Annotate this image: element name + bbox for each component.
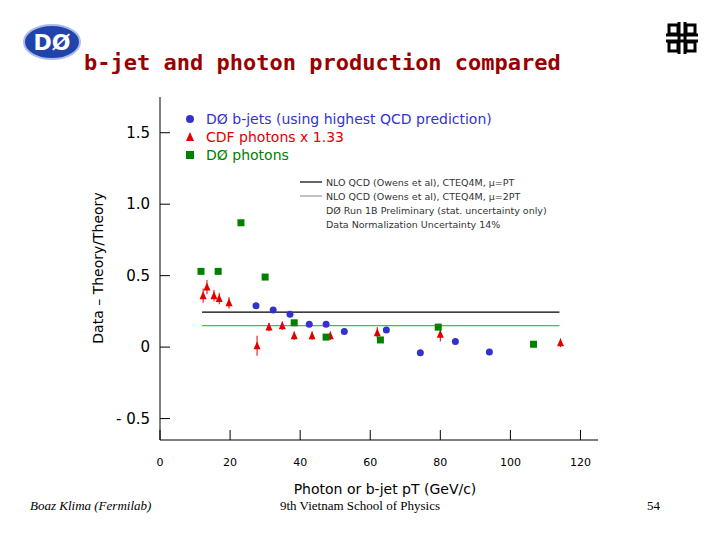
data-point <box>279 321 286 329</box>
logo-shape <box>24 25 80 59</box>
reference-line <box>202 311 559 312</box>
data-point <box>291 319 298 326</box>
data-point <box>437 330 444 338</box>
x-tick <box>440 430 441 440</box>
data-point <box>200 291 207 299</box>
d0-logo: DØ <box>24 25 80 59</box>
data-point <box>557 338 564 346</box>
x-tick-label: 120 <box>570 456 591 469</box>
data-point <box>253 302 260 309</box>
annotation: NLO QCD (Owens et al), CTEQ4M, μ=2PT <box>326 191 521 202</box>
fermilab-logo <box>666 22 698 54</box>
legend-marker <box>186 132 194 141</box>
footer-author: Boaz Klima (Fermilab) <box>30 498 151 513</box>
data-point <box>374 328 381 336</box>
x-tick-label: 100 <box>500 456 521 469</box>
x-tick-label: 60 <box>363 456 377 469</box>
x-tick <box>370 430 371 440</box>
x-tick <box>510 430 511 440</box>
legend-marker <box>186 115 194 123</box>
x-tick <box>230 430 231 440</box>
data-point <box>286 311 293 318</box>
x-tick-label: 20 <box>223 456 237 469</box>
footer-event: 9th Vietnam School of Physics <box>280 498 440 513</box>
data-point <box>210 291 217 299</box>
y-tick <box>160 132 170 133</box>
y-tick <box>160 347 170 348</box>
y-tick <box>160 418 170 419</box>
data-point <box>262 274 269 281</box>
data-point <box>383 326 390 333</box>
slide-title: b-jet and photon production compared <box>84 50 561 75</box>
y-tick-label: 1.0 <box>126 195 150 213</box>
data-point <box>323 334 330 341</box>
x-tick <box>160 430 161 440</box>
annotation: NLO QCD (Owens et al), CTEQ4M, μ=PT <box>326 177 515 188</box>
x-tick <box>300 430 301 440</box>
data-point <box>265 323 272 331</box>
legend-label: CDF photons x 1.33 <box>206 129 344 145</box>
data-point <box>203 283 210 291</box>
annotations: NLO QCD (Owens et al), CTEQ4M, μ=PT NLO Q… <box>300 177 547 230</box>
x-axis <box>160 440 598 441</box>
data-point <box>215 268 222 275</box>
logo-text: DØ <box>34 30 71 55</box>
y-tick-label: 0.5 <box>126 267 150 285</box>
x-tick-label: 40 <box>293 456 307 469</box>
y-axis <box>160 97 161 440</box>
page-number: 54 <box>647 498 661 513</box>
y-axis-label: Data – Theory/Theory <box>90 192 106 343</box>
slide: DØ b-jet and photon production compared Bo… <box>0 0 720 540</box>
data-point <box>417 349 424 356</box>
y-tick-label: 0 <box>140 338 150 356</box>
data-point <box>323 321 330 328</box>
annotation: DØ Run 1B Preliminary (stat. uncertainty… <box>326 205 547 216</box>
data-point <box>435 324 442 331</box>
fermilab-icon <box>666 22 698 54</box>
series <box>200 280 564 356</box>
y-tick-label: - 0.5 <box>116 410 150 428</box>
legend-marker <box>186 151 194 159</box>
y-tick <box>160 204 170 205</box>
legend: DØ b-jets (using highest QCD prediction)… <box>186 111 492 163</box>
data-point <box>452 338 459 345</box>
data-layer <box>197 219 564 356</box>
data-point <box>291 331 298 339</box>
x-tick <box>580 430 581 440</box>
y-tick <box>160 275 170 276</box>
data-point <box>226 298 233 306</box>
legend-label: DØ photons <box>206 147 289 163</box>
data-point <box>270 306 277 313</box>
data-point <box>377 336 384 343</box>
data-point <box>530 341 537 348</box>
data-point <box>341 328 348 335</box>
y-tick-label: 1.5 <box>126 124 150 142</box>
series <box>253 302 493 356</box>
x-axis-label: Photon or b-jet pT (GeV/c) <box>294 481 477 497</box>
annotation-line <box>300 195 322 196</box>
data-point <box>197 268 204 275</box>
reference-line <box>202 325 559 326</box>
data-point <box>237 219 244 226</box>
x-tick-label: 80 <box>433 456 447 469</box>
plot-panel <box>105 97 600 492</box>
data-point <box>306 321 313 328</box>
data-point <box>254 341 261 349</box>
data-point <box>309 331 316 339</box>
annotation: Data Normalization Uncertainty 14% <box>326 219 500 230</box>
slide-canvas: DØ b-jet and photon production compared Bo… <box>0 0 720 540</box>
data-point <box>216 294 223 302</box>
data-point <box>486 349 493 356</box>
series <box>197 219 537 347</box>
x-tick-label: 0 <box>157 456 164 469</box>
annotation-line <box>300 181 322 182</box>
legend-label: DØ b-jets (using highest QCD prediction) <box>206 111 492 127</box>
